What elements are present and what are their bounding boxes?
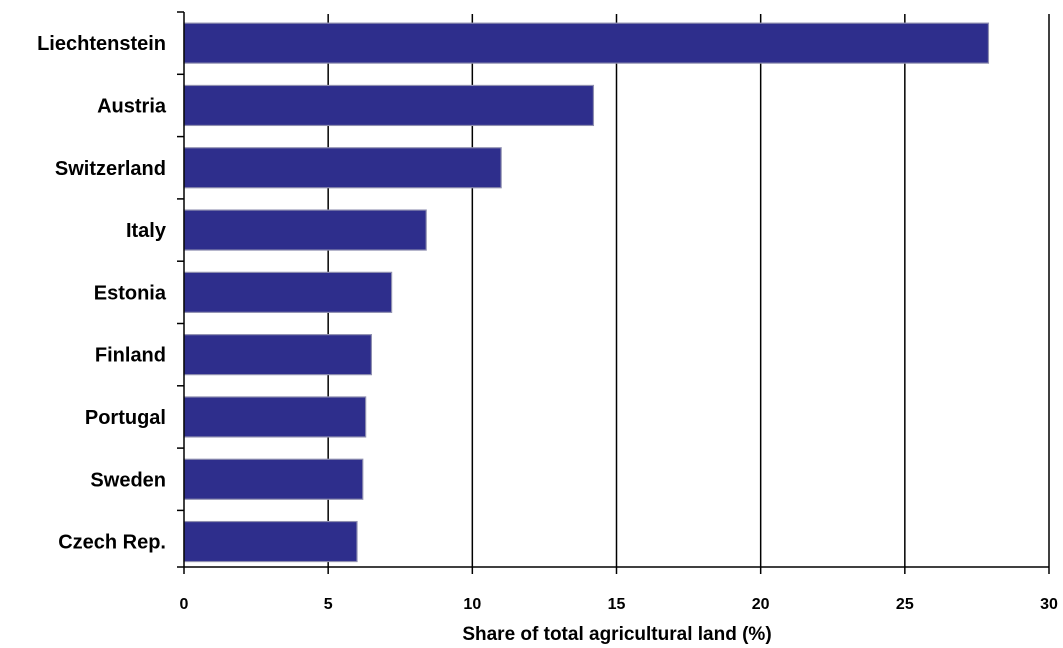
category-labels: Liechtenstein Austria Switzerland Italy Esto… xyxy=(37,33,167,553)
x-tick-label-10: 10 xyxy=(463,596,481,613)
bar-sweden xyxy=(183,458,364,500)
category-label-liechtenstein: Liechtenstein xyxy=(37,33,166,55)
bars xyxy=(183,22,990,563)
x-tick-label-15: 15 xyxy=(608,596,626,613)
bar-switzerland xyxy=(183,147,502,189)
category-label-sweden: Sweden xyxy=(90,469,166,491)
category-label-austria: Austria xyxy=(97,95,167,117)
bar-estonia xyxy=(183,271,393,313)
axes xyxy=(177,11,1050,574)
category-label-italy: Italy xyxy=(126,220,167,242)
x-tick-label-20: 20 xyxy=(752,596,770,613)
bar-italy xyxy=(183,209,427,251)
x-tick-label-5: 5 xyxy=(324,596,333,613)
x-axis-title: Share of total agricultural land (%) xyxy=(462,624,771,645)
category-label-estonia: Estonia xyxy=(94,282,167,304)
x-tick-label-25: 25 xyxy=(896,596,914,613)
tick-labels: 0 5 10 15 20 25 30 xyxy=(180,596,1058,613)
bar-finland xyxy=(183,334,373,376)
x-tick-label-30: 30 xyxy=(1040,596,1058,613)
bar-portugal xyxy=(183,396,367,438)
category-label-switzerland: Switzerland xyxy=(55,158,166,180)
category-label-portugal: Portugal xyxy=(85,407,166,429)
category-label-finland: Finland xyxy=(95,345,166,367)
bar-czech-rep xyxy=(183,520,358,563)
bar-liechtenstein xyxy=(183,22,990,64)
x-tick-label-0: 0 xyxy=(180,596,189,613)
category-label-czech-rep: Czech Rep. xyxy=(58,532,166,554)
bar-austria xyxy=(183,84,595,127)
